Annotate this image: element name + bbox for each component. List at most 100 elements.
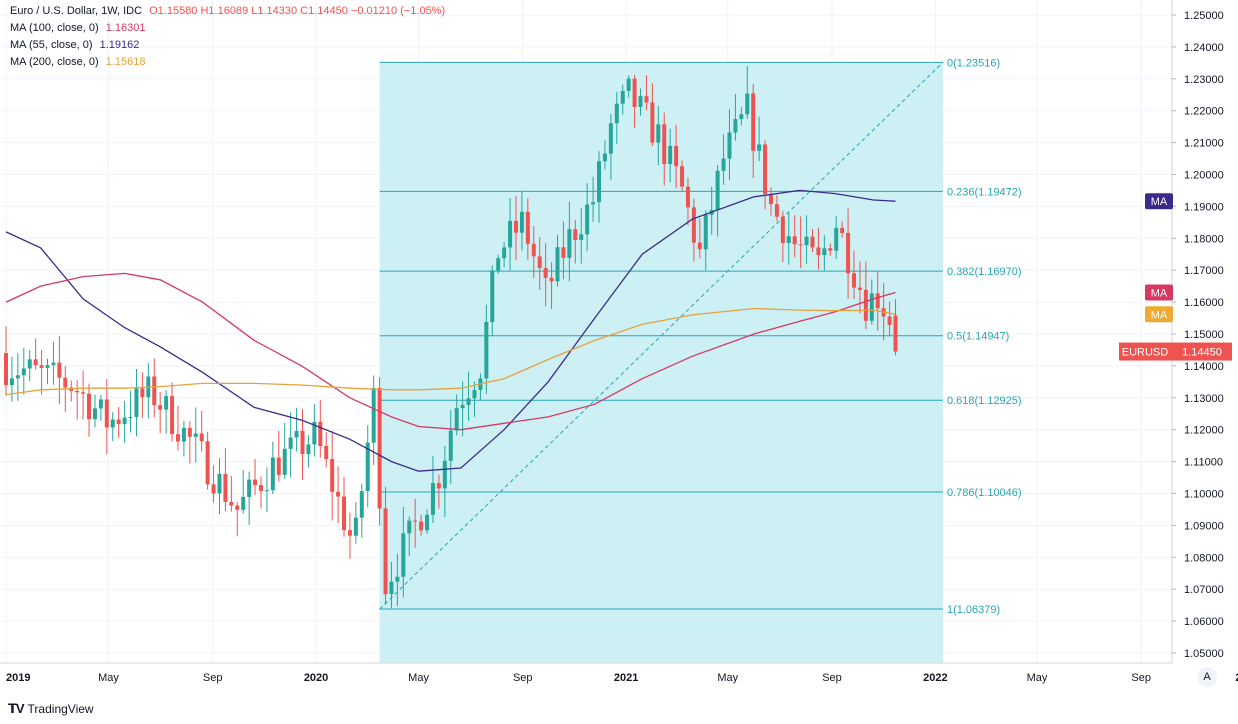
candle-body[interactable] — [786, 236, 791, 243]
candle-body[interactable] — [318, 421, 323, 446]
candle-body[interactable] — [51, 362, 56, 366]
candle-body[interactable] — [721, 158, 726, 171]
candle-body[interactable] — [757, 144, 762, 151]
candle-body[interactable] — [472, 389, 477, 399]
candle-body[interactable] — [668, 145, 673, 165]
candle-body[interactable] — [270, 457, 275, 491]
candle-body[interactable] — [828, 248, 833, 251]
candle-body[interactable] — [674, 145, 679, 167]
candle-body[interactable] — [638, 96, 643, 107]
candle-body[interactable] — [715, 170, 720, 210]
candle-body[interactable] — [585, 204, 590, 235]
candle-body[interactable] — [531, 243, 536, 257]
candle-body[interactable] — [460, 404, 465, 409]
candle-body[interactable] — [383, 508, 388, 595]
candle-body[interactable] — [116, 419, 121, 424]
tradingview-footer[interactable]: 𝗧V TradingView — [8, 701, 94, 717]
fib-trend-line[interactable] — [379, 61, 944, 610]
ma100-badge[interactable]: MA — [1145, 284, 1173, 301]
candle-body[interactable] — [241, 496, 246, 510]
candle-body[interactable] — [448, 430, 453, 461]
candle-body[interactable] — [395, 576, 400, 582]
candle-body[interactable] — [822, 248, 827, 256]
candle-body[interactable] — [199, 433, 204, 442]
candle-body[interactable] — [620, 90, 625, 104]
candle-body[interactable] — [680, 166, 685, 187]
candle-body[interactable] — [193, 433, 198, 437]
candle-body[interactable] — [644, 96, 649, 103]
candle-body[interactable] — [276, 457, 281, 475]
candle-body[interactable] — [703, 214, 708, 250]
candle-body[interactable] — [371, 387, 376, 443]
ma200-badge[interactable]: MA — [1145, 306, 1173, 323]
candle-body[interactable] — [347, 530, 352, 536]
candle-body[interactable] — [561, 247, 566, 258]
candle-body[interactable] — [804, 236, 809, 246]
candle-body[interactable] — [365, 442, 370, 492]
candle-body[interactable] — [567, 229, 572, 258]
candle-body[interactable] — [549, 277, 554, 282]
candle-body[interactable] — [253, 479, 258, 486]
candle-body[interactable] — [733, 119, 738, 133]
candle-body[interactable] — [774, 204, 779, 217]
candle-body[interactable] — [780, 216, 785, 243]
candle-body[interactable] — [863, 289, 868, 321]
candle-body[interactable] — [579, 234, 584, 240]
fib-zone[interactable] — [379, 62, 943, 663]
candle-body[interactable] — [840, 227, 845, 233]
candle-body[interactable] — [39, 365, 44, 368]
candle-body[interactable] — [893, 315, 898, 352]
candle-body[interactable] — [834, 227, 839, 251]
candle-body[interactable] — [662, 124, 667, 165]
price-badge[interactable]: EURUSD 1.14450 — [1119, 342, 1232, 361]
candle-body[interactable] — [691, 207, 696, 243]
candle-body[interactable] — [727, 132, 732, 159]
candle-body[interactable] — [602, 153, 607, 162]
candle-body[interactable] — [490, 270, 495, 323]
candle-body[interactable] — [128, 416, 133, 418]
candle-body[interactable] — [751, 93, 756, 151]
candle-body[interactable] — [75, 390, 80, 393]
candle-body[interactable] — [810, 236, 815, 248]
candle-body[interactable] — [353, 517, 358, 536]
candle-body[interactable] — [407, 520, 412, 534]
candle-body[interactable] — [816, 247, 821, 256]
candle-body[interactable] — [217, 473, 222, 494]
candle-body[interactable] — [656, 124, 661, 143]
candle-body[interactable] — [4, 353, 8, 386]
price-axis[interactable]: 1.25000 1.24000 1.23000 1.22000 1.21000 1.200… — [1171, 0, 1238, 724]
candle-body[interactable] — [63, 377, 68, 388]
ma55-line[interactable] — [5, 189, 896, 472]
candle-body[interactable] — [164, 396, 169, 410]
candle-body[interactable] — [110, 419, 115, 428]
candle-body[interactable] — [282, 448, 287, 475]
candle-body[interactable] — [555, 247, 560, 282]
candle-body[interactable] — [21, 368, 26, 376]
candle-body[interactable] — [508, 220, 513, 248]
candle-body[interactable] — [869, 293, 874, 321]
candle-body[interactable] — [134, 388, 139, 417]
candle-body[interactable] — [591, 202, 596, 205]
ma55-badge[interactable]: MA — [1145, 193, 1173, 210]
candle-body[interactable] — [223, 473, 228, 502]
candle-body[interactable] — [798, 244, 803, 246]
candle-body[interactable] — [857, 287, 862, 290]
candle-body[interactable] — [597, 161, 602, 203]
candle-body[interactable] — [739, 114, 744, 120]
candle-body[interactable] — [33, 359, 38, 366]
candle-body[interactable] — [389, 581, 394, 595]
candle-body[interactable] — [98, 399, 103, 409]
candle-body[interactable] — [92, 408, 97, 420]
candle-body[interactable] — [294, 430, 299, 438]
candle-body[interactable] — [852, 273, 857, 288]
candle-body[interactable] — [229, 501, 234, 506]
candle-body[interactable] — [152, 376, 157, 406]
candle-body[interactable] — [158, 405, 163, 410]
candle-body[interactable] — [697, 242, 702, 250]
candle-body[interactable] — [57, 362, 62, 378]
candle-body[interactable] — [513, 220, 518, 233]
candle-body[interactable] — [175, 434, 180, 442]
candle-body[interactable] — [573, 229, 578, 240]
candle-body[interactable] — [887, 316, 892, 326]
candle-body[interactable] — [401, 533, 406, 577]
